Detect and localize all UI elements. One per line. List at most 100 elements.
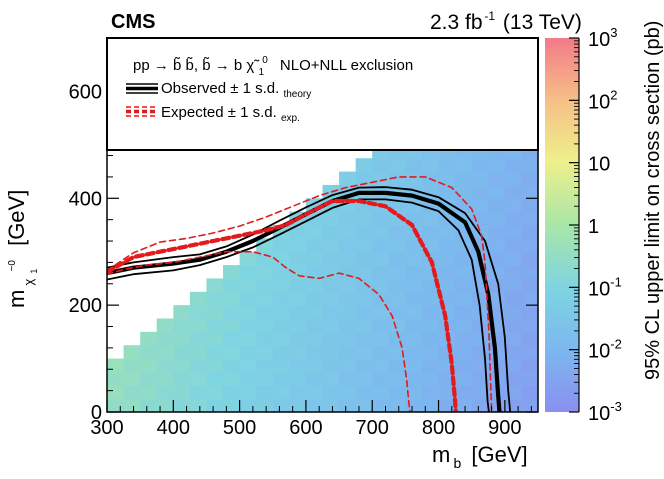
heatmap-cell xyxy=(455,211,473,226)
heatmap-cell xyxy=(405,278,423,293)
heatmap-cell xyxy=(438,251,456,266)
heatmap-cell xyxy=(173,398,191,412)
heatmap-cell xyxy=(388,278,406,293)
heatmap-cell xyxy=(272,398,290,412)
heatmap-cell xyxy=(372,358,390,373)
heatmap-cell xyxy=(140,385,158,400)
heatmap-cell xyxy=(388,318,406,333)
heatmap-cell xyxy=(322,278,340,293)
heatmap-cell xyxy=(173,331,191,346)
heatmap-cell xyxy=(173,371,191,386)
heatmap-cell xyxy=(521,358,538,373)
heatmap-cell xyxy=(322,265,340,280)
curve-exp-central-3 xyxy=(107,198,458,412)
heatmap-cell xyxy=(322,331,340,346)
heatmap-cell xyxy=(156,398,174,412)
heatmap-cell xyxy=(405,371,423,386)
heatmap-cell xyxy=(322,225,340,239)
heatmap-cell xyxy=(305,331,324,346)
heatmap-cell xyxy=(521,225,538,239)
heatmap-cell xyxy=(355,398,373,412)
heatmap-cell xyxy=(372,171,390,186)
heatmap-cell xyxy=(305,291,324,306)
heatmap-cell xyxy=(372,251,390,266)
heatmap-cell xyxy=(272,238,290,253)
y-axis-title-sub2: 1 xyxy=(29,269,39,274)
heatmap-cell xyxy=(322,385,340,400)
heatmap-cell xyxy=(388,398,406,412)
heatmap-cell xyxy=(239,265,257,280)
heatmap-cell xyxy=(206,331,224,346)
heatmap-cell xyxy=(239,331,257,346)
heatmap-cell xyxy=(256,345,274,360)
heatmap-cell xyxy=(289,385,307,400)
heatmap-cell xyxy=(372,331,390,346)
heatmap-cell xyxy=(504,225,523,239)
heatmap-cell xyxy=(388,371,406,386)
legend-expected-label: Expected ± 1 s.d. xyxy=(161,104,277,121)
heatmap-cell xyxy=(405,318,423,333)
heatmap-cell xyxy=(388,158,406,173)
z-tick-label: 10-3 xyxy=(588,399,622,425)
heatmap-cell xyxy=(504,398,523,412)
curve-obs-band-1 xyxy=(107,186,512,412)
heatmap-cell xyxy=(455,305,473,320)
heatmap-cell xyxy=(372,305,390,320)
heatmap-cell xyxy=(256,331,274,346)
heatmap-cell xyxy=(355,371,373,386)
heatmap-cell xyxy=(223,318,241,333)
heatmap-cell xyxy=(471,158,489,173)
heatmap-cell xyxy=(388,385,406,400)
heatmap-cell xyxy=(355,291,373,306)
heatmap-cell xyxy=(206,398,224,412)
heatmap-cell xyxy=(504,345,523,360)
legend-observed: Observed ± 1 s.d. theory xyxy=(161,80,311,100)
heatmap-cell xyxy=(322,211,340,226)
heatmap-cell xyxy=(189,371,208,386)
heatmap-cell xyxy=(189,345,208,360)
heatmap-cell xyxy=(322,371,340,386)
heatmap-cell xyxy=(372,371,390,386)
heatmap-cell xyxy=(504,238,523,253)
heatmap-cell xyxy=(256,398,274,412)
heatmap-cell xyxy=(372,398,390,412)
heatmap-cell xyxy=(140,331,158,346)
heatmap-cell xyxy=(372,345,390,360)
heatmap-cell xyxy=(189,358,208,373)
legend-process-line: pp → b̃ b̃, b̃ → b χ̃ xyxy=(133,57,260,74)
heatmap-cell xyxy=(405,171,423,186)
heatmap-cell xyxy=(455,171,473,186)
heatmap-cell xyxy=(239,358,257,373)
legend-process: pp → b̃ b̃, b̃ → b χ̃ 1 0 NLO+NLL exclus… xyxy=(133,50,413,79)
heatmap-cell xyxy=(239,345,257,360)
heatmap-cell xyxy=(223,278,241,293)
legend-observed-sub: theory xyxy=(283,89,311,100)
heatmap-cell xyxy=(189,398,208,412)
heatmap-cell xyxy=(156,345,174,360)
heatmap-cell xyxy=(504,291,523,306)
heatmap-cell xyxy=(471,371,489,386)
heatmap-cell xyxy=(372,225,390,239)
heatmap-cell xyxy=(223,291,241,306)
curve-exp-band-4 xyxy=(107,176,493,412)
x-axis-title-sub: b xyxy=(453,455,461,471)
heatmap-cell xyxy=(305,318,324,333)
legend-process-sub: 1 xyxy=(258,67,264,78)
heatmap-cell xyxy=(305,278,324,293)
heatmap-cell xyxy=(488,238,506,253)
heatmap-cell xyxy=(471,385,489,400)
heatmap-cell xyxy=(421,305,440,320)
heatmap-cell xyxy=(504,211,523,226)
heatmap-cell xyxy=(388,358,406,373)
heatmap-cell xyxy=(372,265,390,280)
heatmap-cell xyxy=(305,265,324,280)
heatmap-cell xyxy=(272,331,290,346)
heatmap-cell xyxy=(339,291,357,306)
heatmap-cell xyxy=(107,358,125,373)
heatmap-cell xyxy=(223,305,241,320)
heatmap-cell xyxy=(438,238,456,253)
heatmap-cell xyxy=(488,251,506,266)
heatmap-cell xyxy=(405,345,423,360)
heatmap-cell xyxy=(455,345,473,360)
heatmap-cell xyxy=(173,305,191,320)
